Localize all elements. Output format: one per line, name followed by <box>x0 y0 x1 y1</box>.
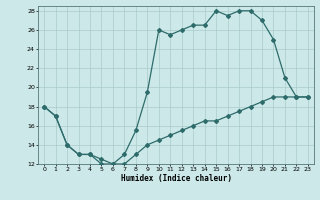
X-axis label: Humidex (Indice chaleur): Humidex (Indice chaleur) <box>121 174 231 183</box>
